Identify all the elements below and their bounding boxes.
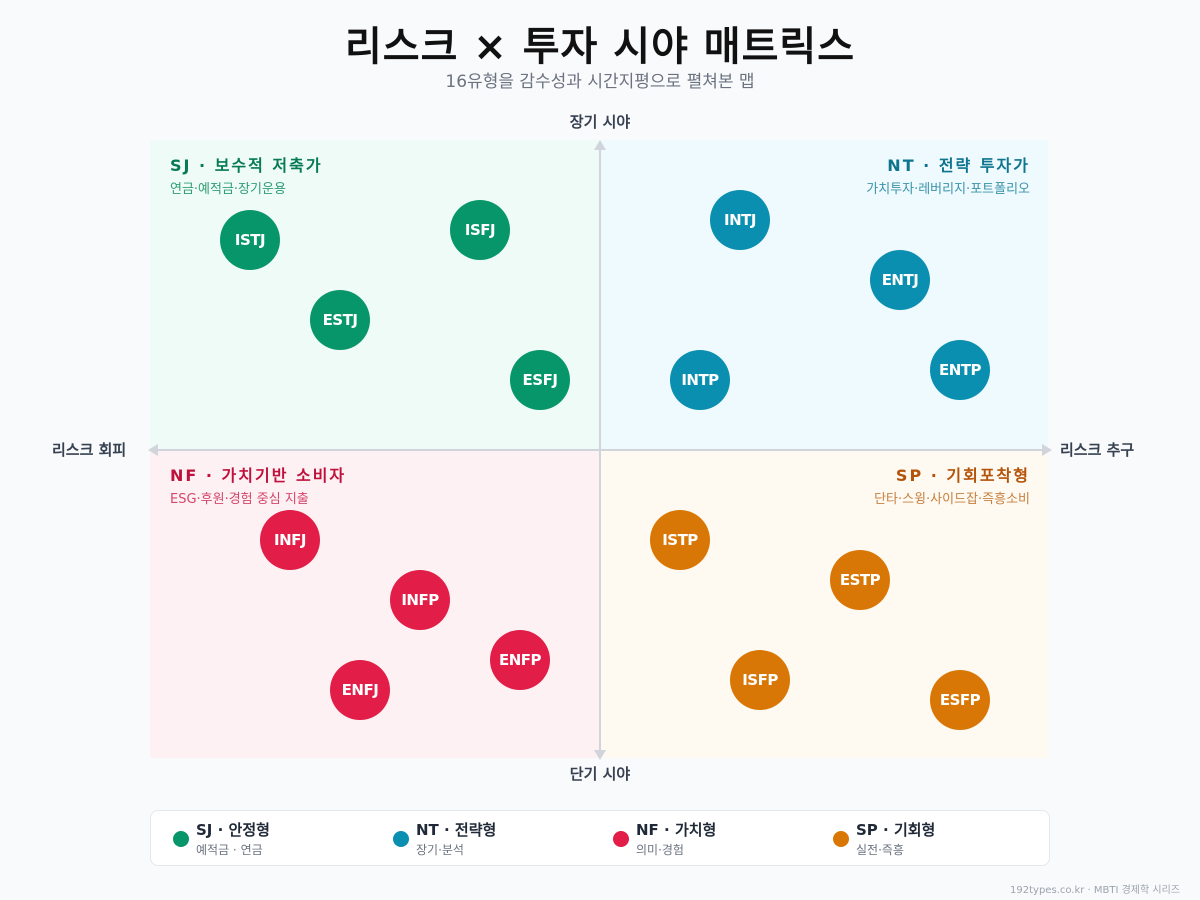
type-node-enfj[interactable]: ENFJ [330, 660, 390, 720]
page-subtitle: 16유형을 감수성과 시간지평으로 펼쳐본 맵 [445, 72, 755, 92]
quadrant-title: NF · 가치기반 소비자 [170, 466, 347, 485]
quadrant-header: SP · 기회포착형 단타·스윙·사이드잡·즉흥소비 [874, 462, 1030, 507]
legend-dot-icon [833, 831, 849, 847]
legend-title: SP · 기회형 [856, 821, 936, 839]
type-node-esfj[interactable]: ESFJ [510, 350, 570, 410]
type-node-infj[interactable]: INFJ [260, 510, 320, 570]
legend: SJ · 안정형 예적금 · 연금 NT · 전략형 장기·분석 NF · 가치… [150, 810, 1050, 866]
legend-dot-icon [393, 831, 409, 847]
legend-item-nf: NF · 가치형 의미·경험 [613, 819, 716, 858]
legend-dot-icon [613, 831, 629, 847]
quadrant-subtitle: ESG·후원·경험 중심 지출 [170, 492, 309, 507]
type-node-istp[interactable]: ISTP [650, 510, 710, 570]
legend-title: NT · 전략형 [416, 821, 497, 839]
type-node-enfp[interactable]: ENFP [490, 630, 550, 690]
vertical-axis [599, 146, 601, 752]
type-node-esfp[interactable]: ESFP [930, 670, 990, 730]
legend-title: SJ · 안정형 [196, 821, 270, 839]
quadrant-header: NF · 가치기반 소비자 ESG·후원·경험 중심 지출 [170, 462, 346, 507]
axis-label-long-term: 장기 시야 [569, 113, 631, 131]
quadrant-subtitle: 연금·예적금·장기운용 [170, 182, 286, 197]
type-node-isfj[interactable]: ISFJ [450, 200, 510, 260]
quadrant-nt: NT · 전략 투자가 가치투자·레버리지·포트폴리오 [600, 140, 1048, 450]
footer-credit: 192types.co.kr · MBTI 경제학 시리즈 [1010, 885, 1180, 896]
type-node-entp[interactable]: ENTP [930, 340, 990, 400]
quadrant-header: SJ · 보수적 저축가 연금·예적금·장기운용 [170, 152, 323, 197]
legend-subtitle: 장기·분석 [416, 843, 464, 857]
page-title: 리스크 × 투자 시야 매트릭스 [344, 24, 856, 70]
axis-label-risk-seeking: 리스크 추구 [1060, 441, 1135, 459]
quadrant-subtitle: 단타·스윙·사이드잡·즉흥소비 [874, 492, 1030, 507]
axis-label-short-term: 단기 시야 [569, 765, 631, 783]
arrow-left-icon [148, 444, 158, 456]
quadrant-subtitle: 가치투자·레버리지·포트폴리오 [866, 182, 1030, 197]
type-node-isfp[interactable]: ISFP [730, 650, 790, 710]
type-node-estj[interactable]: ESTJ [310, 290, 370, 350]
legend-title: NF · 가치형 [636, 821, 717, 839]
quadrant-sj: SJ · 보수적 저축가 연금·예적금·장기운용 [150, 140, 600, 450]
axis-label-risk-averse: 리스크 회피 [52, 441, 127, 459]
legend-item-sp: SP · 기회형 실전·즉흥 [833, 819, 935, 858]
quadrant-nf: NF · 가치기반 소비자 ESG·후원·경험 중심 지출 [150, 450, 600, 758]
legend-item-nt: NT · 전략형 장기·분석 [393, 819, 496, 858]
legend-subtitle: 실전·즉흥 [856, 843, 904, 857]
type-node-infp[interactable]: INFP [390, 570, 450, 630]
quadrant-title: SP · 기회포착형 [895, 466, 1030, 485]
quadrant-title: NT · 전략 투자가 [887, 156, 1030, 175]
legend-subtitle: 의미·경험 [636, 843, 684, 857]
type-node-intj[interactable]: INTJ [710, 190, 770, 250]
type-node-entj[interactable]: ENTJ [870, 250, 930, 310]
arrow-down-icon [594, 750, 606, 760]
type-node-estp[interactable]: ESTP [830, 550, 890, 610]
legend-subtitle: 예적금 · 연금 [196, 843, 263, 857]
legend-item-sj: SJ · 안정형 예적금 · 연금 [173, 819, 270, 858]
type-node-istj[interactable]: ISTJ [220, 210, 280, 270]
legend-dot-icon [173, 831, 189, 847]
quadrant-title: SJ · 보수적 저축가 [170, 156, 323, 175]
arrow-up-icon [594, 140, 606, 150]
type-node-intp[interactable]: INTP [670, 350, 730, 410]
arrow-right-icon [1042, 444, 1052, 456]
quadrant-header: NT · 전략 투자가 가치투자·레버리지·포트폴리오 [866, 152, 1030, 197]
